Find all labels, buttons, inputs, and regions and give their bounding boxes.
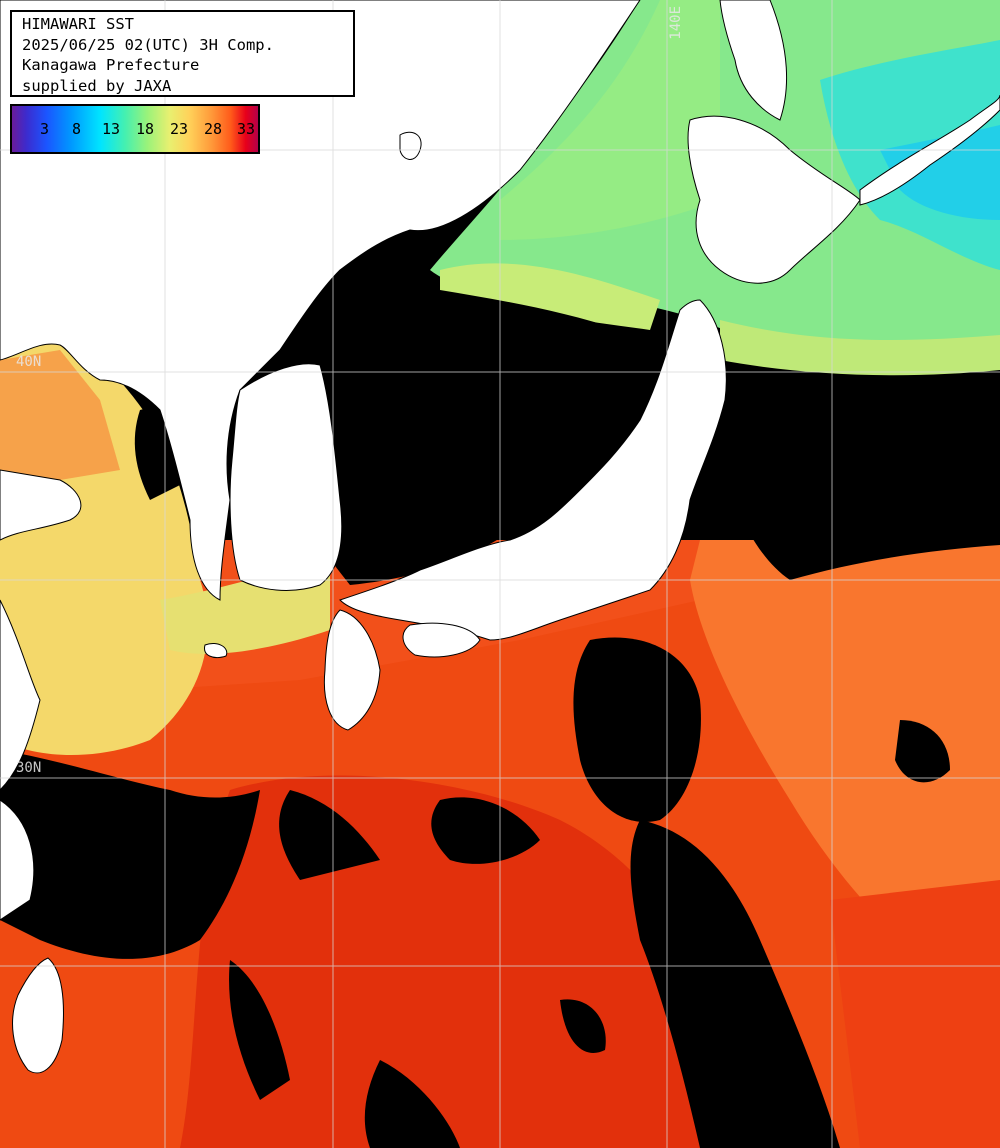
title-source: supplied by JAXA (22, 76, 172, 95)
title-datetime: 2025/06/25 02(UTC) 3H Comp. (22, 35, 274, 54)
title-product: HIMAWARI SST (22, 15, 134, 33)
legend-tick-13: 13 (102, 120, 121, 138)
cloud-mask (0, 239, 1000, 1148)
lat-label-40n: 40N (16, 354, 42, 370)
legend-tick-3: 3 (40, 120, 50, 138)
legend-tick-18: 18 (136, 120, 155, 138)
map-title-box: HIMAWARI SST 2025/06/25 02(UTC) 3H Comp.… (10, 10, 355, 97)
legend-tick-28: 28 (204, 120, 223, 138)
title-provider: Kanagawa Prefecture (22, 56, 200, 74)
lat-label-30n: 30N (16, 760, 42, 776)
temperature-color-legend: 3 8 13 18 23 28 33 (10, 104, 260, 154)
lon-label-140e: 140E (668, 6, 684, 40)
legend-tick-33: 33 (237, 120, 256, 138)
legend-tick-8: 8 (72, 120, 82, 138)
legend-tick-23: 23 (170, 120, 189, 138)
